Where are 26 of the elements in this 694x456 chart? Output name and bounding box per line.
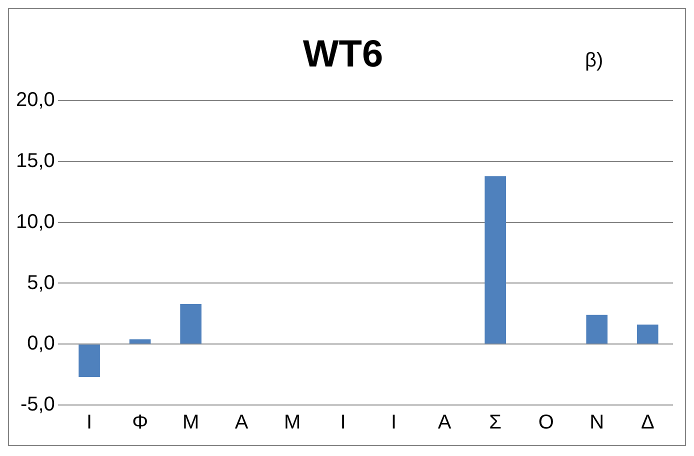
- y-tick-label: 20,0: [16, 89, 55, 112]
- x-tick-label: Ο: [538, 412, 554, 434]
- y-tick-label: 15,0: [16, 150, 55, 172]
- x-tick-label: Φ: [132, 412, 148, 434]
- chart-title: WT6: [302, 33, 384, 76]
- bar: [636, 324, 658, 344]
- bar: [180, 304, 202, 344]
- x-tick-label: Ν: [590, 412, 604, 434]
- bar: [484, 176, 506, 344]
- text: β): [585, 50, 604, 72]
- x-tick-label: Μ: [284, 412, 301, 434]
- y-tick-label: 10,0: [16, 210, 55, 233]
- bar: [586, 314, 608, 344]
- x-tick-label: Σ: [489, 412, 502, 434]
- x-tick-label: Ι: [391, 412, 397, 434]
- x-tick-label: Α: [438, 412, 452, 434]
- x-tick-label: Ι: [86, 412, 92, 434]
- y-tick-label: 5,0: [27, 272, 55, 294]
- bar: [78, 344, 100, 377]
- x-tick-label: Δ: [640, 412, 654, 434]
- y-tick-label: 0,0: [27, 332, 55, 355]
- x-tick-label: Μ: [182, 412, 200, 434]
- x-tick-label: Α: [234, 412, 249, 434]
- bar: [129, 339, 151, 344]
- x-tick-label: Ι: [340, 412, 346, 434]
- y-tick-label: -5,0: [20, 394, 55, 416]
